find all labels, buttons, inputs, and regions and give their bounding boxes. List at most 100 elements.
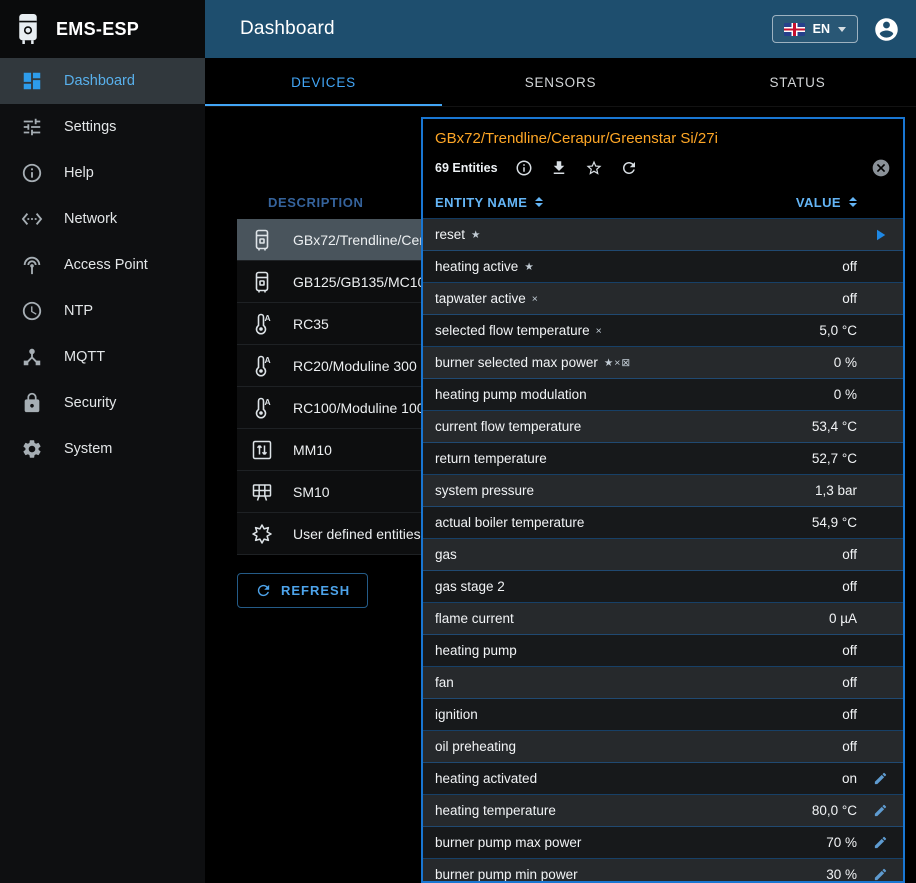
edit-icon[interactable] (857, 803, 903, 818)
entity-name: ignition (435, 707, 478, 722)
clock-icon (21, 300, 43, 322)
entity-row[interactable]: burner selected max power ★×⊠ 0 % (423, 347, 903, 379)
entity-row[interactable]: tapwater active × off (423, 283, 903, 315)
tab-status[interactable]: STATUS (679, 58, 916, 106)
boiler-icon (250, 228, 274, 252)
entity-value: off (842, 675, 857, 690)
ems-esp-app: EMS-ESP Dashboard Settings Help Network (0, 0, 916, 883)
entity-value: 80,0 °C (812, 803, 857, 818)
entity-name: burner pump max power (435, 835, 581, 850)
sidebar-item-help[interactable]: Help (0, 150, 205, 196)
star-outline-icon[interactable] (585, 159, 603, 177)
sidebar-item-mqtt[interactable]: MQTT (0, 334, 205, 380)
device-name: GB125/GB135/MC10 (293, 274, 425, 290)
lock-icon (21, 392, 43, 414)
entity-name: fan (435, 675, 454, 690)
device-name: User defined entities (293, 526, 421, 542)
entity-name: reset (435, 227, 465, 242)
entity-row[interactable]: ignition off (423, 699, 903, 731)
entity-name-column-header[interactable]: ENTITY NAME (435, 195, 527, 210)
sidebar-item-access-point[interactable]: Access Point (0, 242, 205, 288)
edit-icon[interactable] (857, 835, 903, 850)
entity-name: heating temperature (435, 803, 556, 818)
tab-devices[interactable]: DEVICES (205, 58, 442, 106)
entity-row[interactable]: heating activated on (423, 763, 903, 795)
language-selector[interactable]: EN (772, 15, 858, 43)
entity-row[interactable]: system pressure 1,3 bar (423, 475, 903, 507)
entity-value: off (842, 291, 857, 306)
entity-row[interactable]: reset ★ (423, 219, 903, 251)
device-hub-icon (21, 346, 43, 368)
entity-row[interactable]: burner pump min power 30 % (423, 859, 903, 883)
entity-value: 0 µA (829, 611, 857, 626)
entity-row[interactable]: heating active ★ off (423, 251, 903, 283)
custom-entities-icon (250, 522, 274, 546)
refresh-icon[interactable] (620, 159, 638, 177)
svg-text:A: A (265, 397, 271, 407)
info-icon[interactable] (515, 159, 533, 177)
account-circle-icon (873, 16, 900, 43)
entity-value: off (842, 259, 857, 274)
entity-value: 5,0 °C (819, 323, 857, 338)
thermostat-icon: A (250, 396, 274, 420)
device-name: RC20/Moduline 300 (293, 358, 417, 374)
entity-row[interactable]: gas off (423, 539, 903, 571)
sort-icon[interactable] (535, 197, 543, 207)
entity-row[interactable]: current flow temperature 53,4 °C (423, 411, 903, 443)
entity-row[interactable]: heating temperature 80,0 °C (423, 795, 903, 827)
sidebar-item-system[interactable]: System (0, 426, 205, 472)
entity-row[interactable]: actual boiler temperature 54,9 °C (423, 507, 903, 539)
sidebar-item-label: Dashboard (64, 73, 135, 89)
app-title: EMS-ESP (56, 19, 139, 40)
entity-row[interactable]: selected flow temperature × 5,0 °C (423, 315, 903, 347)
entity-row[interactable]: oil preheating off (423, 731, 903, 763)
sidebar-item-label: System (64, 441, 112, 457)
dashboard-icon (21, 70, 43, 92)
account-button[interactable] (873, 16, 900, 43)
sidebar-item-network[interactable]: Network (0, 196, 205, 242)
entity-value: 30 % (826, 867, 857, 882)
close-icon[interactable] (871, 158, 891, 178)
sidebar-item-ntp[interactable]: NTP (0, 288, 205, 334)
entity-row[interactable]: gas stage 2 off (423, 571, 903, 603)
tab-sensors[interactable]: SENSORS (442, 58, 679, 106)
download-icon[interactable] (550, 159, 568, 177)
entity-flags: ★ (524, 261, 534, 273)
entities-count: 69 Entities (435, 161, 498, 175)
entity-value: 52,7 °C (812, 451, 857, 466)
tab-label: SENSORS (525, 75, 597, 90)
entity-row[interactable]: heating pump modulation 0 % (423, 379, 903, 411)
entity-row[interactable]: return temperature 52,7 °C (423, 443, 903, 475)
entity-name: heating pump modulation (435, 387, 587, 402)
mixer-icon (250, 438, 274, 462)
entity-name: tapwater active (435, 291, 526, 306)
edit-icon[interactable] (857, 771, 903, 786)
sidebar-item-label: Access Point (64, 257, 148, 273)
entity-row[interactable]: fan off (423, 667, 903, 699)
sort-icon[interactable] (849, 197, 857, 207)
sidebar-item-label: NTP (64, 303, 93, 319)
entity-row[interactable]: flame current 0 µA (423, 603, 903, 635)
sidebar-item-security[interactable]: Security (0, 380, 205, 426)
entity-value: off (842, 739, 857, 754)
sidebar-item-label: Network (64, 211, 117, 227)
entity-row[interactable]: heating pump off (423, 635, 903, 667)
entity-value: 70 % (826, 835, 857, 850)
sidebar-item-settings[interactable]: Settings (0, 104, 205, 150)
sidebar-item-label: Security (64, 395, 116, 411)
entity-panel: GBx72/Trendline/Cerapur/Greenstar Si/27i… (421, 117, 905, 883)
tab-bar: DEVICES SENSORS STATUS (205, 58, 916, 107)
navigate-icon[interactable] (857, 226, 903, 244)
value-column-header[interactable]: VALUE (796, 195, 841, 210)
tune-icon (21, 116, 43, 138)
refresh-button[interactable]: REFRESH (237, 573, 368, 608)
entity-rows: reset ★ heating active ★ off tapwater ac… (423, 219, 903, 883)
tab-label: STATUS (769, 75, 825, 90)
app-bar: Dashboard EN (205, 0, 916, 58)
entity-name: selected flow temperature (435, 323, 590, 338)
entity-name: heating pump (435, 643, 517, 658)
wifi-tethering-icon (21, 254, 43, 276)
sidebar-item-dashboard[interactable]: Dashboard (0, 58, 205, 104)
edit-icon[interactable] (857, 867, 903, 882)
entity-row[interactable]: burner pump max power 70 % (423, 827, 903, 859)
